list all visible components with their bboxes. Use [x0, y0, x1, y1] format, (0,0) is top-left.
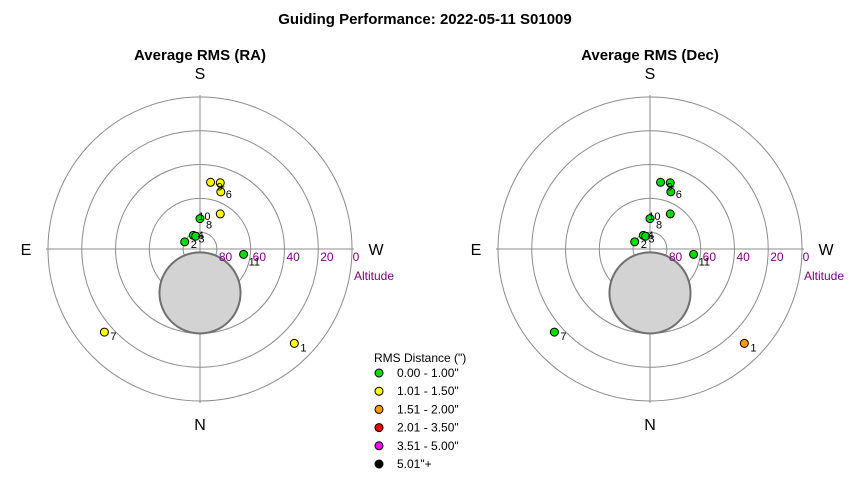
data-point-9-ra — [206, 177, 216, 187]
data-point-label-1-dec: 1 — [750, 342, 756, 354]
altitude-tick-0-ra: 0 — [353, 250, 360, 264]
compass-south-dec: S — [645, 66, 656, 83]
data-point-label-10-dec: 10 — [648, 211, 660, 223]
data-point-4-dec — [641, 231, 651, 241]
legend-label-1: 1.01 - 1.50" — [397, 384, 459, 398]
legend-swatch-3 — [374, 423, 384, 433]
altitude-tick-20-ra: 20 — [320, 250, 334, 264]
altitude-tick-80-dec: 80 — [669, 250, 683, 264]
altitude-tick-80-ra: 80 — [219, 250, 233, 264]
data-point-label-11-dec: 11 — [699, 256, 710, 268]
legend-title: RMS Distance (") — [374, 351, 466, 365]
data-point-label-4-dec: 4 — [648, 230, 654, 242]
data-point-10-dec — [665, 209, 675, 219]
data-point-label-4-ra: 4 — [198, 230, 204, 242]
data-point-label-7-dec: 7 — [560, 331, 566, 343]
altitude-axis-label-dec: Altitude — [804, 269, 844, 283]
legend-label-0: 0.00 - 1.00" — [397, 366, 459, 380]
data-point-11-dec — [689, 249, 699, 259]
altitude-tick-40-dec: 40 — [736, 250, 750, 264]
obstruction-disk-ra — [158, 251, 242, 335]
legend-label-2: 1.51 - 2.00" — [397, 402, 459, 416]
legend-swatch-4 — [374, 441, 384, 451]
polar-plot-dec: Average RMS (Dec) S N E W 80 60 40 20 0 Alti… — [471, 47, 845, 434]
legend-swatch-0 — [374, 368, 384, 378]
data-point-label-7-ra: 7 — [110, 331, 116, 343]
compass-north-dec: N — [644, 417, 656, 434]
compass-east-ra: E — [21, 242, 32, 259]
data-point-label-3-dec: 3 — [648, 233, 654, 245]
data-point-8-dec — [645, 214, 655, 224]
obstruction-disk-dec — [608, 251, 692, 335]
data-point-2-ra — [180, 237, 190, 247]
legend-items: 0.00 - 1.00" 1.01 - 1.50" 1.51 - 2.00" 2.01… — [374, 366, 459, 471]
legend-label-4: 3.51 - 5.00" — [397, 439, 459, 453]
data-point-4-ra — [191, 231, 201, 241]
legend-swatch-2 — [374, 404, 384, 414]
data-point-9-dec — [656, 177, 666, 187]
compass-west-ra: W — [368, 242, 384, 259]
data-point-label-9-ra: 9 — [217, 181, 223, 193]
compass-axes-ra — [46, 95, 354, 403]
data-point-label-6-dec: 6 — [676, 189, 682, 201]
data-point-label-9-dec: 9 — [667, 181, 673, 193]
data-point-label-11-ra: 11 — [249, 256, 260, 268]
data-point-8-ra — [195, 214, 205, 224]
obstruction-dec — [608, 251, 692, 335]
compass-axes-dec — [496, 95, 804, 403]
compass-south-ra: S — [195, 66, 206, 83]
data-point-6-dec — [666, 187, 676, 197]
altitude-axis-label-ra: Altitude — [354, 269, 394, 283]
data-point-1-dec — [739, 338, 749, 348]
plot-title-ra: Average RMS (RA) — [134, 47, 266, 64]
data-point-label-2-dec: 2 — [641, 239, 647, 251]
data-points-dec: 1234567891011 — [549, 177, 756, 354]
compass-west-dec: W — [818, 242, 834, 259]
legend-label-5: 5.01"+ — [397, 457, 432, 471]
altitude-tick-0-dec: 0 — [803, 250, 810, 264]
legend-swatch-5 — [374, 459, 384, 469]
figure-title: Guiding Performance: 2022-05-11 S01009 — [278, 11, 571, 28]
data-point-5-ra — [215, 178, 225, 188]
legend-label-3: 2.01 - 3.50" — [397, 421, 459, 435]
legend: RMS Distance (") 0.00 - 1.00" 1.01 - 1.50… — [374, 351, 466, 471]
obstruction-ra — [158, 251, 242, 335]
altitude-ticks-ra: 80 60 40 20 0 — [219, 250, 360, 264]
data-point-label-8-ra: 8 — [206, 220, 212, 232]
compass-east-dec: E — [471, 242, 482, 259]
altitude-tick-60-ra: 60 — [253, 250, 267, 264]
plot-title-dec: Average RMS (Dec) — [581, 47, 719, 64]
data-point-6-ra — [216, 187, 226, 197]
data-point-10-ra — [215, 209, 225, 219]
data-point-label-10-ra: 10 — [198, 211, 210, 223]
data-points-ra: 1234567891011 — [99, 177, 306, 354]
data-point-label-6-ra: 6 — [226, 189, 232, 201]
data-point-2-dec — [630, 237, 640, 247]
data-point-label-8-dec: 8 — [656, 220, 662, 232]
polar-plot-ra: Average RMS (RA) S N E W 80 60 40 20 0 Altit… — [21, 47, 395, 434]
data-point-label-2-ra: 2 — [191, 239, 197, 251]
data-point-11-ra — [239, 249, 249, 259]
compass-north-ra: N — [194, 417, 206, 434]
data-point-5-dec — [665, 178, 675, 188]
data-point-7-dec — [549, 327, 559, 337]
altitude-tick-60-dec: 60 — [703, 250, 717, 264]
altitude-tick-40-ra: 40 — [286, 250, 300, 264]
legend-swatch-1 — [374, 386, 384, 396]
data-point-1-ra — [289, 338, 299, 348]
altitude-ticks-dec: 80 60 40 20 0 — [669, 250, 810, 264]
altitude-tick-20-dec: 20 — [770, 250, 784, 264]
data-point-7-ra — [99, 327, 109, 337]
data-point-label-3-ra: 3 — [198, 233, 204, 245]
data-point-label-1-ra: 1 — [300, 342, 306, 354]
